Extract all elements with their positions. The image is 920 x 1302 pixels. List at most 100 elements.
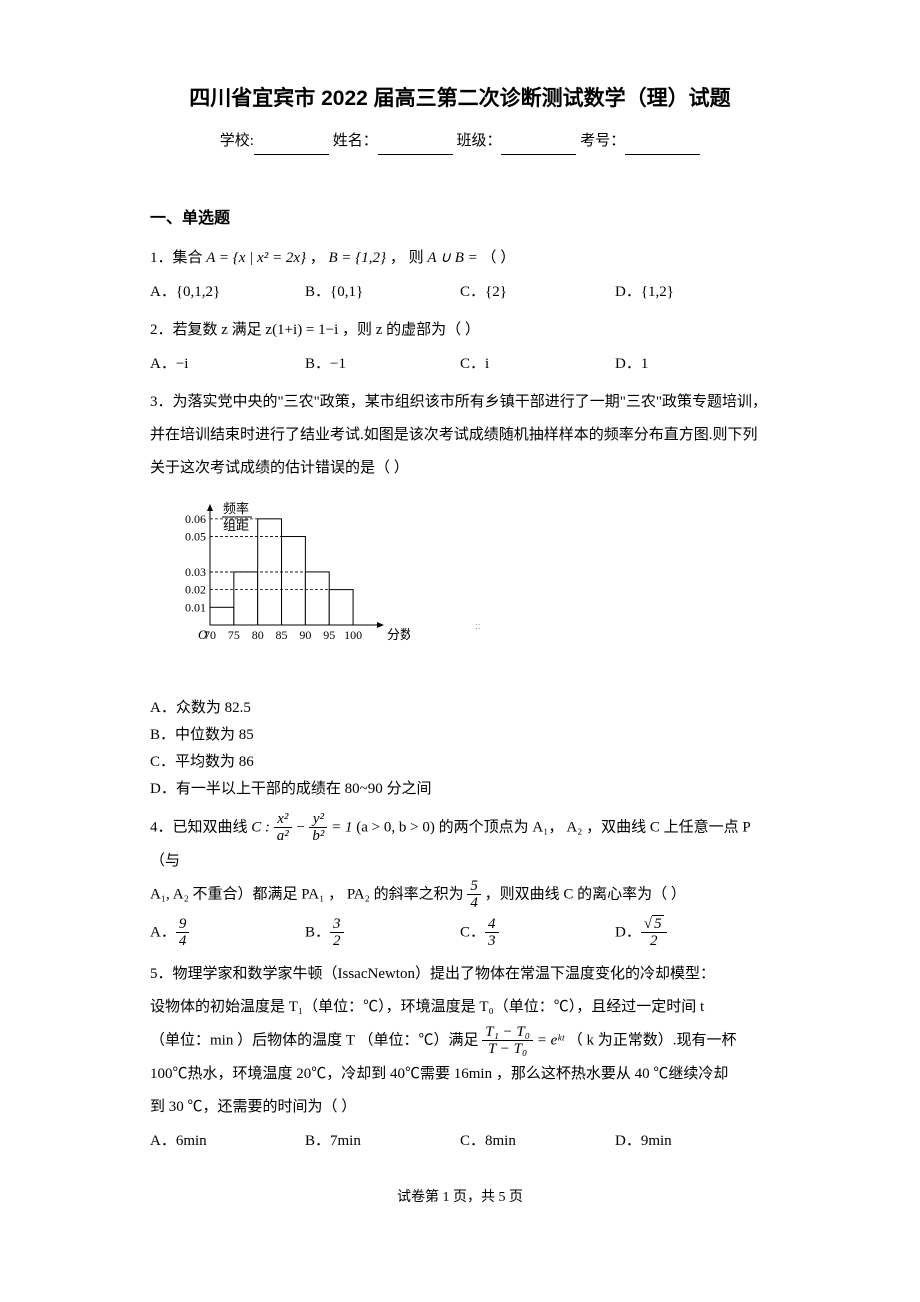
- q5-opt-c: C．8min: [460, 1128, 615, 1155]
- q4-curve-c: C :: [251, 819, 270, 835]
- blank-class: [501, 140, 576, 155]
- question-3: 3．为落实党中央的"三农"政策，某市组织该市所有乡镇干部进行了一期"三农"政策专…: [150, 386, 770, 485]
- q4d-d: 2: [641, 933, 667, 950]
- q5-fn: T₁ − T₀: [482, 1024, 533, 1042]
- blank-school: [254, 140, 329, 155]
- svg-text:组距: 组距: [223, 518, 249, 533]
- page-footer: 试卷第 1 页，共 5 页: [150, 1185, 770, 1210]
- q4a-n: 9: [176, 916, 190, 934]
- histogram-svg: 0.010.020.030.050.06707580859095100频率组距分…: [170, 500, 410, 670]
- q4a-d: 4: [176, 933, 190, 950]
- svg-text:0.03: 0.03: [185, 565, 206, 579]
- svg-text:80: 80: [252, 628, 264, 642]
- q1-setB: B = {1,2}: [329, 250, 387, 266]
- question-2: 2．若复数 z 满足 z(1+i) = 1−i ，则 z 的虚部为（ ）: [150, 314, 770, 347]
- svg-text:100: 100: [344, 628, 362, 642]
- svg-text:0.02: 0.02: [185, 582, 206, 596]
- q4-sfn: 5: [467, 878, 481, 896]
- q4d-n: 5: [641, 916, 667, 934]
- q3-opt-a: A．众数为 82.5: [150, 695, 770, 722]
- q5-opt-d: D．9min: [615, 1128, 770, 1155]
- svg-text:分数: 分数: [387, 627, 410, 642]
- svg-text:85: 85: [276, 628, 288, 642]
- q5-opt-b: B．7min: [305, 1128, 460, 1155]
- q3-options: A．众数为 82.5 B．中位数为 85 C．平均数为 86 D．有一半以上干部…: [150, 695, 770, 803]
- q5-fd: T − T₀: [482, 1041, 533, 1058]
- q4-f2d: b²: [309, 828, 327, 845]
- label-class: 班级：: [456, 133, 501, 149]
- student-info-line: 学校: 姓名： 班级： 考号：: [150, 128, 770, 155]
- q1-opt-a: A．{0,1,2}: [150, 279, 305, 306]
- svg-text:0.06: 0.06: [185, 511, 206, 525]
- svg-text:O: O: [198, 627, 208, 642]
- q1-m1: ，: [310, 250, 329, 266]
- q4-f1n: x²: [274, 811, 292, 829]
- label-school: 学校:: [220, 133, 254, 149]
- q4-f1d: a²: [274, 828, 292, 845]
- q5-l3b: （ k 为正常数）.现有一杯: [568, 1032, 737, 1048]
- question-5: 5．物理学家和数学家牛顿（IssacNewton）提出了物体在常温下温度变化的冷…: [150, 958, 770, 1124]
- blank-name: [378, 140, 453, 155]
- label-examno: 考号：: [580, 133, 625, 149]
- q5-opt-a: A．6min: [150, 1128, 305, 1155]
- svg-text:0.01: 0.01: [185, 600, 206, 614]
- svg-text:90: 90: [299, 628, 311, 642]
- q4-sfd: 4: [467, 895, 481, 912]
- q1-m2: ， 则: [390, 250, 428, 266]
- q4-opt-a: A．94: [150, 916, 305, 950]
- label-name: 姓名：: [333, 133, 378, 149]
- q2-opt-d: D．1: [615, 351, 770, 378]
- q5-l2: 设物体的初始温度是 T₁（单位：℃），环境温度是 T₀（单位：℃），且经过一定时…: [150, 999, 704, 1015]
- q5-l5: 到 30 ℃，还需要的时间为（ ）: [150, 1099, 356, 1115]
- q4d-frac: 52: [641, 916, 667, 950]
- svg-text:0.05: 0.05: [185, 529, 206, 543]
- blank-examno: [625, 140, 700, 155]
- q5-l3a: （单位：min ）后物体的温度 T （单位：℃）满足: [150, 1032, 482, 1048]
- section-title: 一、单选题: [150, 205, 770, 234]
- question-4: 4．已知双曲线 C : x²a² − y²b² = 1 (a > 0, b > …: [150, 811, 770, 912]
- q5-rhs: = eᵏᵗ: [537, 1032, 564, 1048]
- q4b-frac: 32: [330, 916, 344, 950]
- q1-options: A．{0,1,2} B．{0,1} C．{2} D．{1,2}: [150, 279, 770, 306]
- q4-opt-c: C．43: [460, 916, 615, 950]
- svg-text:频率: 频率: [223, 501, 249, 516]
- q4-options: A．94 B．32 C．43 D．52: [150, 916, 770, 950]
- q1-opt-d: D．{1,2}: [615, 279, 770, 306]
- q1-setA: A = {x | x² = 2x}: [206, 250, 306, 266]
- q4-opt-d: D．52: [615, 916, 770, 950]
- q4b-l: B．: [305, 924, 330, 940]
- q2-opt-c: C．i: [460, 351, 615, 378]
- q4-slope-frac: 54: [467, 878, 481, 912]
- q3-opt-d: D．有一半以上干部的成绩在 80~90 分之间: [150, 776, 770, 803]
- q2-options: A．−i B．−1 C．i D．1: [150, 351, 770, 378]
- q4c-frac: 43: [485, 916, 499, 950]
- q4-minus: −: [296, 819, 310, 835]
- question-1: 1．集合 A = {x | x² = 2x} ， B = {1,2} ， 则 A…: [150, 242, 770, 275]
- q4c-d: 3: [485, 933, 499, 950]
- q4-p1: 4．已知双曲线: [150, 819, 251, 835]
- q5-l1: 5．物理学家和数学家牛顿（IssacNewton）提出了物体在常温下温度变化的冷…: [150, 966, 715, 982]
- q1-opt-c: C．{2}: [460, 279, 615, 306]
- q4d-sqrt: 5: [652, 915, 664, 932]
- q1-prefix: 1．集合: [150, 250, 206, 266]
- q1-expr: A ∪ B =: [427, 250, 477, 266]
- q4b-d: 2: [330, 933, 344, 950]
- q4-p3: A₁, A₂ 不重合）都满足 PA₁ ， PA₂ 的斜率之积为: [150, 886, 467, 902]
- watermark-icon: ::: [475, 618, 481, 636]
- q4-frac1: x²a²: [274, 811, 292, 845]
- histogram-chart: 0.010.020.030.050.06707580859095100频率组距分…: [170, 500, 770, 680]
- q2-opt-b: B．−1: [305, 351, 460, 378]
- q4-f2n: y²: [309, 811, 327, 829]
- q4-p4: ，则双曲线 C 的离心率为（ ）: [485, 886, 686, 902]
- q4c-n: 4: [485, 916, 499, 934]
- q3-opt-b: B．中位数为 85: [150, 722, 770, 749]
- svg-text:95: 95: [323, 628, 335, 642]
- q4a-frac: 94: [176, 916, 190, 950]
- q4-frac2: y²b²: [309, 811, 327, 845]
- q5-options: A．6min B．7min C．8min D．9min: [150, 1128, 770, 1155]
- q4-rhs: = 1: [331, 819, 352, 835]
- q1-opt-b: B．{0,1}: [305, 279, 460, 306]
- q5-l4: 100℃热水，环境温度 20℃，冷却到 40℃需要 16min ，那么这杯热水要…: [150, 1066, 728, 1082]
- q4b-n: 3: [330, 916, 344, 934]
- q1-tail: （ ）: [481, 250, 515, 266]
